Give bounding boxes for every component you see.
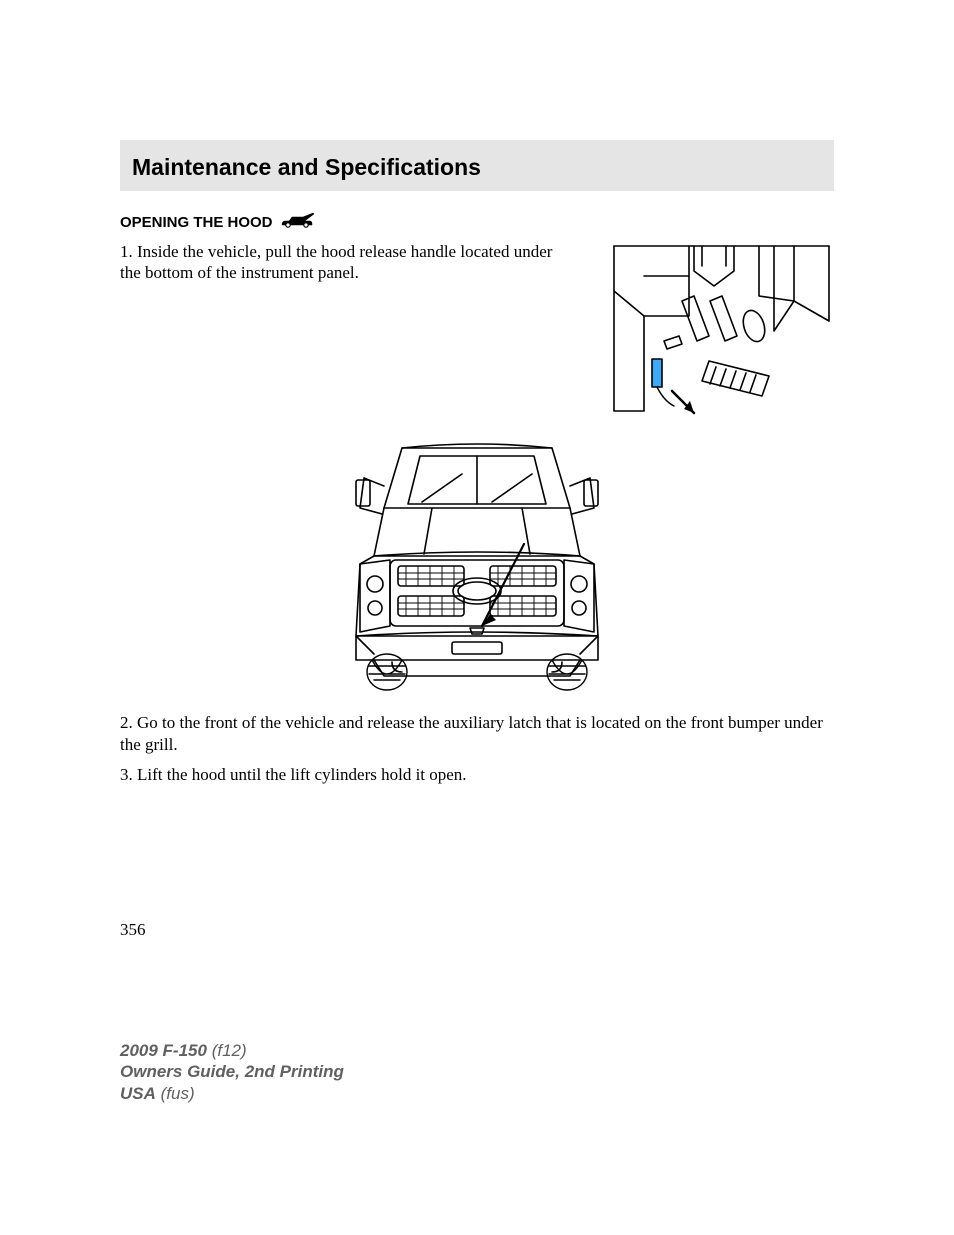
- footer-region-code: (fus): [161, 1084, 195, 1103]
- step3-text: 3. Lift the hood until the lift cylinder…: [120, 764, 834, 786]
- footer-line3: USA (fus): [120, 1083, 344, 1104]
- truck-front-figure: [120, 436, 834, 696]
- section-heading: OPENING THE HOOD: [120, 211, 834, 233]
- chapter-header-band: Maintenance and Specifications: [120, 140, 834, 191]
- step1-row: 1. Inside the vehicle, pull the hood rel…: [120, 241, 834, 426]
- footer-block: 2009 F-150 (f12) Owners Guide, 2nd Print…: [120, 1040, 344, 1104]
- footer-model-code: (f12): [212, 1041, 247, 1060]
- footer-model: 2009 F-150: [120, 1041, 207, 1060]
- car-hood-open-icon: [279, 211, 315, 233]
- pedal-area-figure: [594, 241, 834, 426]
- step1-text: 1. Inside the vehicle, pull the hood rel…: [120, 241, 574, 284]
- footer-line1: 2009 F-150 (f12): [120, 1040, 344, 1061]
- footer-guide: Owners Guide, 2nd Printing: [120, 1061, 344, 1082]
- section-heading-text: OPENING THE HOOD: [120, 214, 273, 231]
- footer-region: USA: [120, 1084, 156, 1103]
- page-container: Maintenance and Specifications OPENING T…: [0, 0, 954, 786]
- chapter-title: Maintenance and Specifications: [132, 154, 822, 181]
- step2-text: 2. Go to the front of the vehicle and re…: [120, 712, 834, 756]
- page-number: 356: [120, 920, 146, 940]
